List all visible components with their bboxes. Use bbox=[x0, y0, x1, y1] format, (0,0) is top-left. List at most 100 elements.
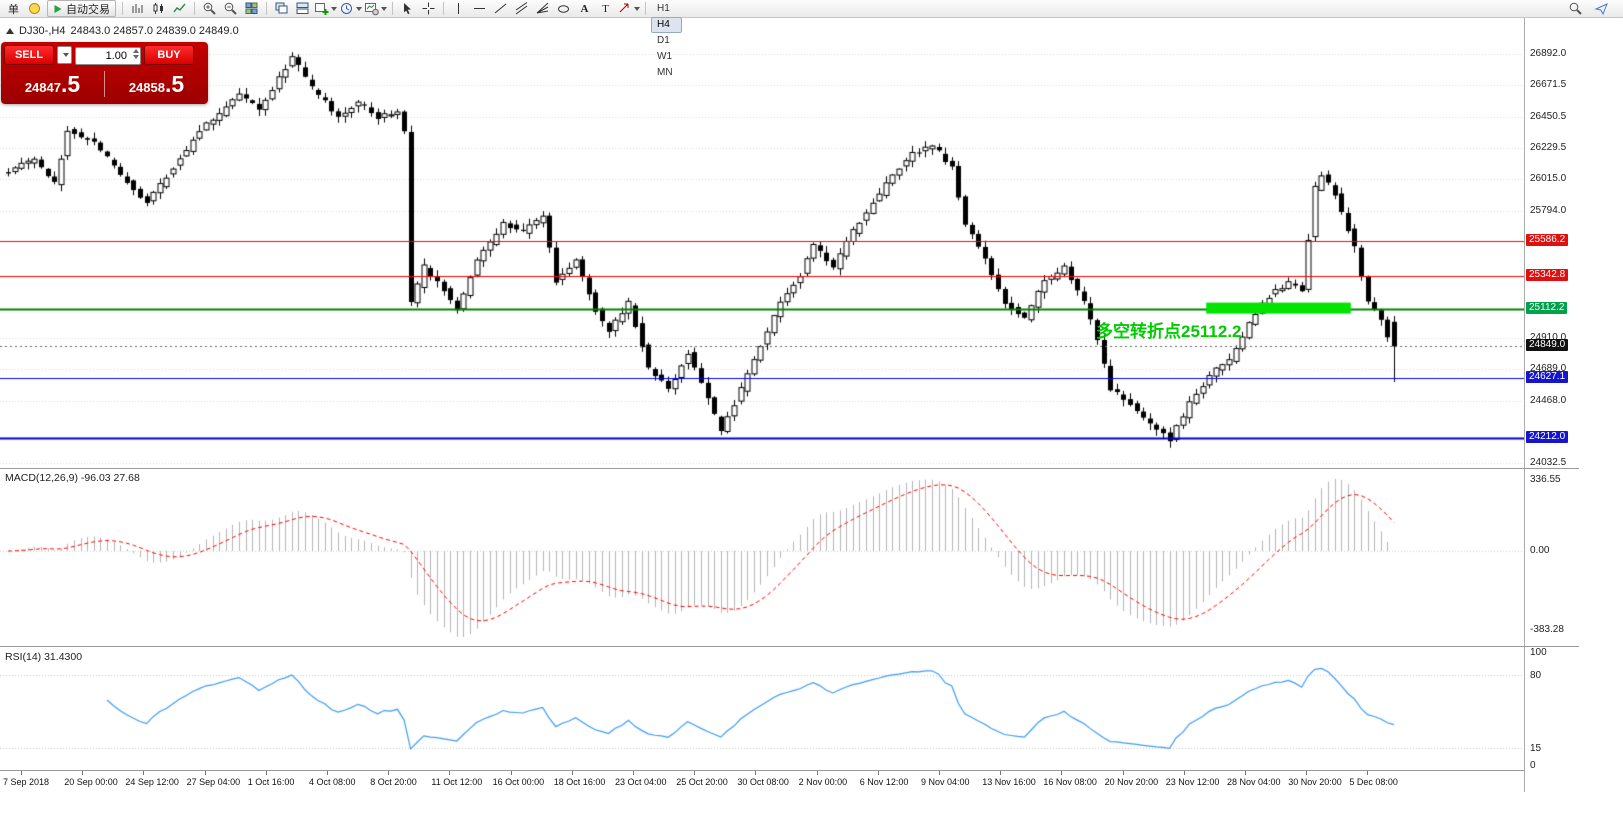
chart-ohlc-header: DJ30-,H4 24843.0 24857.0 24839.0 24849.0 bbox=[6, 25, 239, 37]
time-axis-tick bbox=[510, 771, 512, 775]
vertical-line-icon[interactable] bbox=[449, 1, 468, 17]
timeframe-button-h4[interactable]: H4 bbox=[651, 16, 683, 33]
trendline-icon[interactable] bbox=[491, 1, 510, 17]
profiles-button[interactable] bbox=[339, 1, 362, 17]
time-axis-label: 27 Sep 04:00 bbox=[186, 777, 241, 787]
time-axis-label: 9 Nov 04:00 bbox=[921, 777, 970, 787]
toolbar-right-group bbox=[1565, 1, 1612, 17]
time-axis-tick bbox=[1122, 771, 1124, 775]
timeframe-button-h1[interactable]: H1 bbox=[657, 2, 670, 14]
symbol-timeframe-label: DJ30-,H4 bbox=[19, 25, 66, 37]
text-label-icon[interactable]: T bbox=[602, 2, 609, 15]
channel-icon[interactable] bbox=[512, 1, 531, 17]
shapes-icon[interactable] bbox=[554, 1, 573, 17]
axis-tick-label: 24468.0 bbox=[1530, 394, 1567, 406]
price-divider bbox=[104, 71, 105, 97]
zoom-in-icon[interactable] bbox=[200, 1, 219, 17]
toolbar-separator bbox=[443, 2, 444, 15]
time-axis-label: 18 Oct 16:00 bbox=[553, 777, 606, 787]
search-icon[interactable] bbox=[1566, 1, 1585, 17]
sell-button[interactable]: SELL bbox=[4, 45, 54, 65]
time-axis-label: 20 Sep 00:00 bbox=[64, 777, 118, 787]
time-axis[interactable]: 7 Sep 2018 20 Sep 00:00 24 Sep 12:00 27 Sep… bbox=[0, 770, 1524, 793]
line-chart-icon[interactable] bbox=[170, 1, 189, 17]
text-tool-icon[interactable]: A bbox=[580, 2, 589, 15]
axis-tick-label: 0 bbox=[1530, 760, 1536, 771]
axis-tick-label: 24910.0 bbox=[1530, 331, 1567, 343]
arrange-windows-icon[interactable] bbox=[293, 1, 312, 17]
rsi-indicator-label: RSI(14) 31.4300 bbox=[5, 651, 83, 663]
axis-tick-label: 26892.0 bbox=[1530, 47, 1567, 59]
time-axis-label: 23 Oct 04:00 bbox=[615, 777, 667, 787]
timeframe-button-w1[interactable]: W1 bbox=[657, 50, 672, 62]
community-icon[interactable] bbox=[1592, 1, 1611, 17]
axis-tick-label: 24032.5 bbox=[1530, 457, 1567, 469]
autotrading-button[interactable]: 自动交易 bbox=[47, 0, 116, 17]
time-axis-label: 28 Nov 04:00 bbox=[1227, 777, 1281, 787]
timeframe-button-mn[interactable]: MN bbox=[657, 66, 673, 78]
time-axis-label: 23 Nov 12:00 bbox=[1165, 777, 1220, 787]
axis-tick-label: 80 bbox=[1530, 669, 1542, 681]
macd-panel-canvas[interactable] bbox=[0, 470, 1524, 646]
time-axis-label: 30 Oct 08:00 bbox=[737, 777, 789, 787]
time-axis-tick bbox=[755, 771, 757, 775]
time-axis-label: 16 Nov 08:00 bbox=[1043, 777, 1097, 787]
panel-separator[interactable] bbox=[0, 468, 1579, 469]
time-axis-tick bbox=[939, 771, 940, 775]
rsi-panel-canvas[interactable] bbox=[0, 648, 1524, 770]
price-badge: 24849.0 bbox=[1526, 339, 1569, 352]
timeframe-group: M1M5M15M30H1H4D1W1MN bbox=[650, 0, 683, 81]
arrows-button[interactable] bbox=[617, 1, 640, 17]
axis-tick-label: -383.28 bbox=[1530, 624, 1564, 635]
volume-dropdown[interactable] bbox=[57, 46, 72, 64]
panel-separator[interactable] bbox=[0, 646, 1579, 647]
new-chart-button[interactable] bbox=[314, 1, 337, 17]
fibonacci-icon[interactable] bbox=[533, 1, 552, 17]
axis-tick-label: 26015.0 bbox=[1530, 173, 1567, 185]
zoom-out-icon[interactable] bbox=[221, 1, 240, 17]
chevron-down-icon bbox=[356, 6, 362, 11]
time-axis-tick bbox=[877, 771, 879, 775]
buy-button[interactable]: BUY bbox=[144, 45, 194, 65]
chevron-down-icon bbox=[62, 53, 69, 57]
crosshair-icon[interactable] bbox=[419, 1, 438, 17]
symbol-arrow-icon bbox=[6, 28, 14, 34]
chart-annotation[interactable]: 多空转折点25112.2 bbox=[1096, 322, 1242, 341]
time-axis-tick bbox=[694, 771, 696, 775]
horizontal-line-icon[interactable] bbox=[470, 1, 489, 17]
play-icon bbox=[54, 4, 62, 13]
toolbar-separator bbox=[266, 2, 267, 15]
volume-spinner[interactable] bbox=[133, 48, 139, 59]
time-axis-label: 20 Nov 20:00 bbox=[1104, 777, 1159, 787]
menu-icon[interactable]: 单 bbox=[8, 3, 19, 16]
templates-button[interactable] bbox=[364, 1, 387, 17]
time-axis-tick bbox=[449, 771, 451, 775]
time-axis-label: 6 Nov 12:00 bbox=[859, 777, 909, 787]
volume-field bbox=[75, 46, 141, 65]
candlestick-chart-icon[interactable] bbox=[149, 1, 168, 17]
new-order-icon[interactable] bbox=[25, 1, 44, 17]
arrow-tool-icon bbox=[619, 3, 629, 13]
time-axis-tick bbox=[1000, 771, 1002, 775]
timeframe-button-d1[interactable]: D1 bbox=[657, 34, 670, 46]
time-axis-label: 24 Sep 12:00 bbox=[125, 777, 179, 787]
cursor-icon[interactable] bbox=[398, 1, 417, 17]
new-chart-icon bbox=[315, 3, 329, 15]
time-axis-tick bbox=[1061, 771, 1063, 775]
time-axis-label: 1 Oct 16:00 bbox=[247, 777, 295, 787]
axis-tick-label: 15 bbox=[1530, 743, 1542, 755]
cascade-windows-icon[interactable] bbox=[272, 1, 291, 17]
tile-windows-icon[interactable] bbox=[242, 1, 261, 17]
axis-tick-label: 0.00 bbox=[1530, 545, 1550, 556]
time-axis-tick bbox=[143, 771, 145, 775]
bars-chart-icon[interactable] bbox=[128, 1, 147, 17]
volume-input[interactable] bbox=[75, 46, 141, 65]
macd-indicator-label: MACD(12,26,9) -96.03 27.68 bbox=[5, 472, 140, 484]
price-axis[interactable]: 26892.0 26671.5 26450.5 26229.5 26015.0 25794… bbox=[1524, 0, 1580, 792]
price-chart-canvas[interactable] bbox=[0, 18, 1524, 468]
time-axis-tick bbox=[1183, 771, 1185, 775]
axis-tick-label: 24689.0 bbox=[1530, 363, 1567, 375]
time-axis-label: 30 Nov 20:00 bbox=[1288, 777, 1342, 787]
toolbar-separator bbox=[122, 2, 123, 15]
time-axis-tick bbox=[1245, 771, 1246, 775]
